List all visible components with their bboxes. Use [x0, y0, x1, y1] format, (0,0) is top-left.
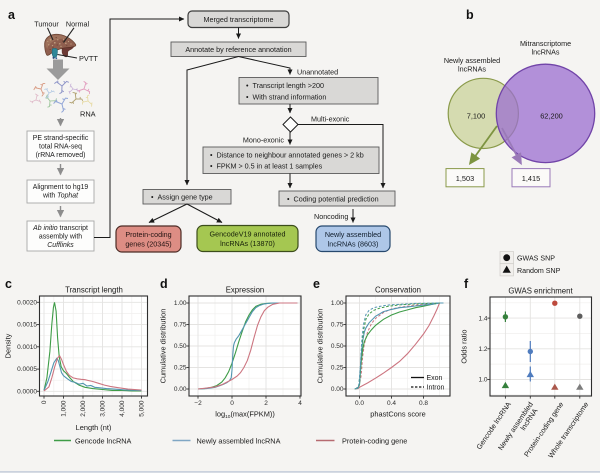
svg-text:2: 2	[264, 400, 268, 407]
svg-text:Cumulative distribution: Cumulative distribution	[159, 309, 168, 384]
svg-text:0.75: 0.75	[174, 322, 187, 329]
svg-text:f: f	[464, 277, 469, 291]
svg-text:1.4: 1.4	[478, 315, 487, 322]
svg-text:1.00: 1.00	[174, 300, 187, 307]
svg-text:Annotate by reference annotati: Annotate by reference annotation	[185, 45, 291, 54]
svg-text:Ab initio transcript: Ab initio transcript	[32, 225, 88, 232]
svg-text:3,000: 3,000	[100, 400, 107, 417]
svg-text:• Assign gene type: • Assign gene type	[151, 193, 213, 202]
svg-text:Density: Density	[4, 333, 13, 358]
svg-text:Cufflinks: Cufflinks	[47, 242, 74, 249]
svg-text:Tumour: Tumour	[34, 20, 59, 29]
svg-text:2,000: 2,000	[80, 400, 87, 417]
svg-text:7,100: 7,100	[467, 112, 486, 121]
svg-text:a: a	[8, 8, 16, 22]
svg-text:Transcript length: Transcript length	[65, 286, 123, 295]
svg-text:0.50: 0.50	[174, 343, 187, 350]
svg-text:• Distance to neighbour annot: • Distance to neighbour annotated genes …	[210, 151, 364, 160]
svg-text:Expression: Expression	[226, 286, 265, 295]
svg-text:• Coding potential prediction: • Coding potential prediction	[287, 195, 379, 204]
svg-text:0.0015: 0.0015	[17, 322, 37, 329]
svg-text:0.4: 0.4	[387, 400, 396, 407]
svg-text:Multi-exonic: Multi-exonic	[311, 115, 350, 124]
svg-text:0.0005: 0.0005	[17, 366, 37, 373]
svg-text:Length (nt): Length (nt)	[76, 423, 112, 432]
svg-text:Newly assembled: Newly assembled	[325, 230, 381, 239]
svg-text:lncRNAs: lncRNAs	[532, 48, 560, 57]
svg-text:4: 4	[298, 400, 302, 407]
svg-text:lncRNAs (8603): lncRNAs (8603)	[328, 240, 379, 249]
svg-text:Gencode lncRNA: Gencode lncRNA	[75, 436, 132, 445]
svg-text:0.00: 0.00	[331, 386, 344, 393]
svg-text:0: 0	[41, 400, 48, 404]
svg-text:0.8: 0.8	[419, 400, 428, 407]
svg-text:phastCons score: phastCons score	[370, 410, 425, 419]
svg-text:b: b	[466, 8, 474, 22]
svg-text:c: c	[5, 277, 12, 291]
svg-text:Merged transcriptome: Merged transcriptome	[204, 15, 274, 24]
svg-text:log10(max(FPKM)): log10(max(FPKM))	[215, 410, 275, 421]
svg-text:lncRNAs: lncRNAs	[458, 65, 486, 74]
svg-text:Cumulative distribution: Cumulative distribution	[316, 309, 325, 384]
svg-text:Random SNP: Random SNP	[517, 267, 561, 275]
svg-text:Mitranscriptome: Mitranscriptome	[520, 39, 571, 48]
svg-text:PE strand-specific: PE strand-specific	[33, 135, 89, 142]
svg-text:d: d	[160, 277, 168, 291]
svg-text:Conservation: Conservation	[375, 286, 421, 295]
svg-text:0.0000: 0.0000	[17, 389, 37, 396]
svg-text:Intron: Intron	[427, 385, 445, 392]
svg-text:RNA: RNA	[80, 110, 96, 119]
svg-text:Normal: Normal	[66, 20, 90, 29]
svg-text:GencodeV19 annotated: GencodeV19 annotated	[210, 230, 286, 239]
svg-text:with Tophat: with Tophat	[42, 193, 79, 200]
svg-text:0.00: 0.00	[174, 386, 187, 393]
svg-text:0.0010: 0.0010	[17, 344, 37, 351]
svg-text:Odds ratio: Odds ratio	[460, 329, 469, 363]
svg-text:Mono-exonic: Mono-exonic	[243, 136, 285, 145]
svg-text:assembly with: assembly with	[39, 234, 82, 241]
svg-text:Newly assembled lncRNA: Newly assembled lncRNA	[197, 436, 281, 445]
svg-text:lncRNAs (13870): lncRNAs (13870)	[220, 239, 275, 248]
svg-text:• FPKM > 0.5 in at least 1 sa: • FPKM > 0.5 in at least 1 samples	[210, 162, 323, 171]
svg-text:4,000: 4,000	[119, 400, 126, 417]
svg-text:0.50: 0.50	[331, 343, 344, 350]
svg-text:0.0020: 0.0020	[17, 300, 37, 307]
svg-text:• With strand information: • With strand information	[246, 93, 326, 102]
svg-text:1.00: 1.00	[331, 300, 344, 307]
svg-text:Alignment to hg19: Alignment to hg19	[33, 184, 89, 191]
svg-text:• Transcript length >200: • Transcript length >200	[246, 81, 324, 90]
svg-text:62,200: 62,200	[540, 112, 563, 121]
svg-text:total RNA-seq: total RNA-seq	[39, 144, 82, 151]
svg-text:genes (20345): genes (20345)	[125, 240, 171, 249]
svg-text:Exon: Exon	[427, 375, 443, 382]
svg-text:Protein-coding: Protein-coding	[125, 230, 171, 239]
svg-text:0.25: 0.25	[331, 365, 344, 372]
svg-text:1.0: 1.0	[478, 377, 487, 384]
svg-text:e: e	[313, 277, 320, 291]
svg-text:Protein-coding gene: Protein-coding gene	[342, 436, 407, 445]
svg-text:Unannotated: Unannotated	[297, 68, 338, 77]
svg-text:GWAS SNP: GWAS SNP	[517, 255, 555, 263]
svg-text:PVTT: PVTT	[79, 54, 98, 63]
svg-text:0: 0	[230, 400, 234, 407]
svg-text:5,000: 5,000	[139, 400, 146, 417]
svg-text:(rRNA removed): (rRNA removed)	[36, 152, 86, 159]
svg-text:0.75: 0.75	[331, 322, 344, 329]
svg-text:0.0: 0.0	[355, 400, 364, 407]
svg-text:Newly assembled: Newly assembled	[444, 56, 500, 65]
svg-text:1,000: 1,000	[61, 400, 68, 417]
svg-text:−2: −2	[194, 400, 202, 407]
svg-text:Noncoding: Noncoding	[314, 212, 348, 221]
svg-text:GWAS enrichment: GWAS enrichment	[508, 287, 573, 296]
svg-text:1,415: 1,415	[522, 174, 541, 183]
svg-text:0.25: 0.25	[174, 365, 187, 372]
svg-text:1.2: 1.2	[478, 346, 487, 353]
svg-text:1,503: 1,503	[456, 174, 475, 183]
